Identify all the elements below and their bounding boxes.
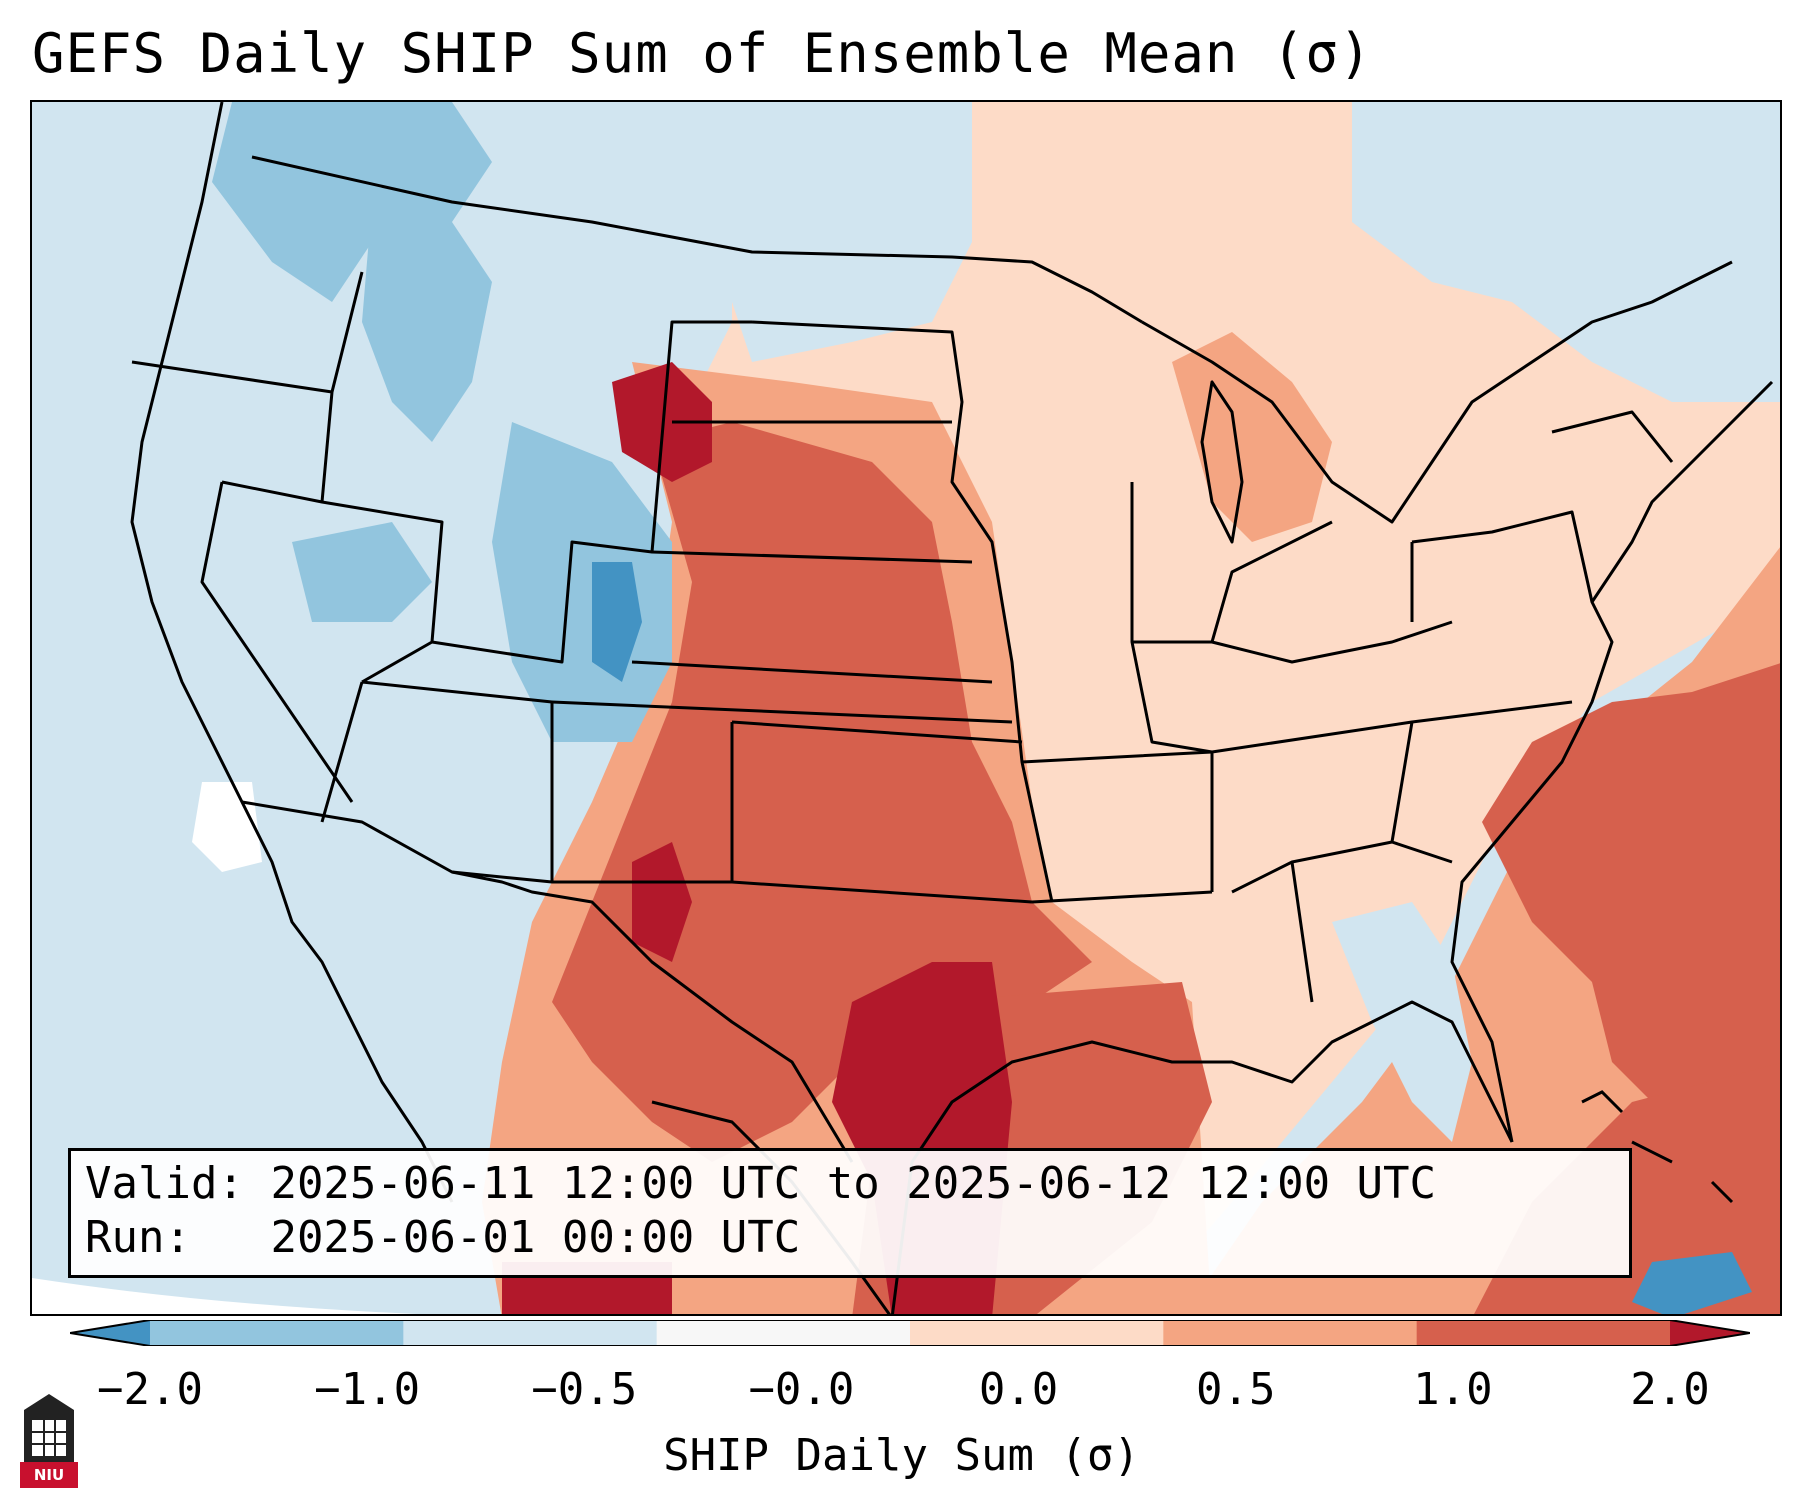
field-region-colorado-core xyxy=(592,562,642,682)
colorbar-bin xyxy=(656,1320,911,1346)
field-region-canada-east xyxy=(1352,102,1780,402)
map-panel xyxy=(30,100,1782,1316)
field-region-nm-max xyxy=(632,842,692,962)
pacific-coastline xyxy=(130,102,454,1203)
out-of-domain-area xyxy=(32,1278,417,1314)
niu-logo: NIU xyxy=(20,1392,78,1488)
colorbar-bin xyxy=(403,1320,658,1346)
anomaly-map xyxy=(32,102,1780,1314)
colorbar-extend-high xyxy=(1670,1320,1750,1346)
field-region-florida xyxy=(1332,902,1472,1142)
boundaries xyxy=(130,102,1774,1314)
colorbar-tick-label: −0.5 xyxy=(531,1364,638,1415)
valid-run-info-box: Valid: 2025-06-11 12:00 UTC to 2025-06-1… xyxy=(68,1148,1632,1278)
chart-title: GEFS Daily SHIP Sum of Ensemble Mean (σ) xyxy=(32,22,1373,85)
colorbar-bin xyxy=(150,1320,404,1346)
field-region-north-plains xyxy=(732,102,972,362)
atlantic-coastline xyxy=(1450,380,1774,1143)
colorbar-tick-label: −1.0 xyxy=(314,1364,421,1415)
colorbar xyxy=(70,1320,1750,1346)
niu-logo-text: NIU xyxy=(33,1466,65,1484)
field-region-idaho xyxy=(362,202,492,442)
colorbar-bin xyxy=(910,1320,1164,1346)
colorbar-label: SHIP Daily Sum (σ) xyxy=(663,1430,1140,1481)
colorbar-tick-label: 2.0 xyxy=(1630,1364,1710,1415)
state-lines-east xyxy=(1130,410,1674,1003)
valid-label: Valid: xyxy=(85,1158,244,1209)
valid-value: 2025-06-11 12:00 UTC to 2025-06-12 12:00… xyxy=(270,1158,1437,1209)
run-label: Run: xyxy=(85,1212,191,1263)
run-value: 2025-06-01 00:00 UTC xyxy=(270,1212,801,1263)
canada-border xyxy=(251,155,1143,324)
colorbar-tick-label: 0.5 xyxy=(1195,1364,1276,1415)
field-region-atlantic-core xyxy=(1482,663,1780,1142)
bahamas xyxy=(1581,1090,1734,1204)
great-lakes-border xyxy=(1141,260,1733,524)
state-lines-central xyxy=(551,320,1213,904)
field-region-cuba-blue xyxy=(1632,1252,1752,1314)
field-region-pnw xyxy=(212,102,492,302)
islands xyxy=(1581,1090,1734,1204)
colorbar-tick-label: 0.0 xyxy=(978,1364,1059,1415)
colorbar-tick-label: −2.0 xyxy=(97,1364,203,1415)
colorbar-bin xyxy=(1163,1320,1418,1346)
lake-michigan xyxy=(1200,380,1244,544)
colorbar-bin xyxy=(1416,1320,1671,1346)
colorbar-tick-label: −0.0 xyxy=(748,1364,855,1415)
mexico-border xyxy=(241,800,854,1163)
niu-logo-icon xyxy=(20,1394,78,1488)
colorbar-extend-low xyxy=(70,1320,150,1346)
colorbar-tick-label: 1.0 xyxy=(1413,1364,1493,1415)
field-region-nevada xyxy=(292,522,432,622)
